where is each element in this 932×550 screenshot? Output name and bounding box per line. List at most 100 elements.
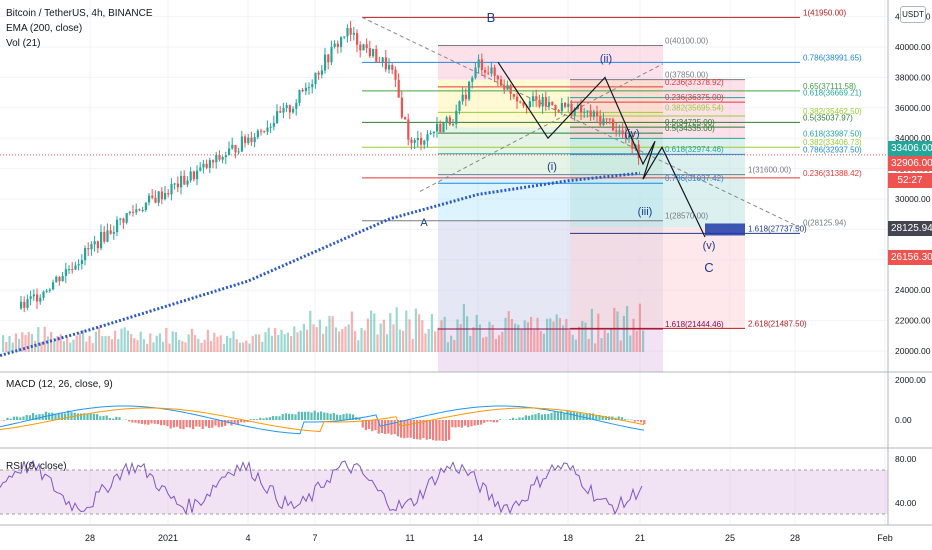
macd-tick-label: 0.00	[895, 415, 912, 425]
volume-bar	[594, 343, 597, 352]
volume-bar	[325, 326, 328, 352]
macd-histogram-bar	[275, 416, 278, 420]
candle-body	[256, 130, 259, 138]
fib-label: 0.236(37378.92)	[665, 78, 724, 87]
volume-bar	[494, 338, 497, 352]
fib-labels: 1(41950.00) 0(40100.00) 0.786(38991.65) 0(3…	[665, 8, 862, 329]
volume-bar	[466, 316, 469, 352]
macd-histogram-bar	[32, 413, 35, 420]
macd-histogram-bar	[102, 416, 105, 420]
volume-bar	[546, 318, 549, 352]
candle-body	[573, 108, 576, 116]
macd-histogram-bar	[339, 414, 342, 420]
macd-histogram-bar	[288, 413, 291, 420]
currency-button[interactable]: USDT	[900, 6, 926, 23]
volume-bar	[414, 308, 417, 352]
volume-bar	[392, 324, 395, 352]
volume-bar	[610, 329, 613, 352]
volume-bar	[322, 333, 325, 352]
volume-bar	[533, 329, 536, 352]
x-tick-label: 28	[790, 533, 800, 543]
macd-histogram-bar	[38, 414, 41, 420]
macd-histogram-bar	[153, 420, 156, 424]
candle-body	[407, 119, 410, 140]
candle-body	[551, 101, 554, 105]
macd-histogram-bar	[329, 413, 332, 420]
candle-body	[128, 211, 131, 214]
volume-bar	[539, 331, 542, 352]
wave-label: (v)	[703, 240, 716, 252]
macd-histogram-bar	[537, 412, 540, 420]
volume-bar	[587, 338, 590, 352]
candle-body	[445, 117, 448, 123]
macd-tick-label: 2000.00	[895, 375, 926, 385]
macd-histogram-bar	[419, 420, 422, 440]
macd-histogram-bar	[393, 420, 396, 435]
candle-body	[532, 96, 535, 102]
fib-label: 0(28125.94)	[803, 218, 846, 227]
volume-bar	[152, 342, 155, 352]
candle-body	[461, 94, 464, 102]
macd-histogram-bar	[268, 417, 271, 420]
candle-body	[400, 97, 403, 118]
candle-body	[599, 116, 602, 125]
volume-bar	[248, 343, 251, 352]
volume-bar	[590, 308, 593, 352]
volume-bar	[107, 335, 110, 352]
candle-body	[330, 46, 333, 63]
volume-bar	[597, 313, 600, 352]
candle-body	[490, 67, 493, 74]
candle-body	[52, 282, 55, 290]
macd-histogram-bar	[620, 417, 623, 420]
ema-legend[interactable]: EMA (200, close)	[6, 23, 83, 34]
macd-histogram-bar	[396, 420, 399, 437]
macd-histogram-bar	[252, 419, 255, 420]
rsi-legend[interactable]: RSI (9, close)	[6, 461, 67, 472]
symbol-legend[interactable]: Bitcoin / TetherUS, 4h, BINANCE	[6, 8, 153, 19]
wave-path	[497, 61, 706, 238]
candle-body	[628, 135, 631, 138]
macd-histogram-bar	[358, 417, 361, 420]
volume-bar	[427, 328, 430, 352]
macd-histogram-bar	[499, 419, 502, 420]
macd-histogram-bar	[227, 420, 230, 424]
candle-body	[100, 231, 103, 249]
macd-legend[interactable]: MACD (12, 26, close, 9)	[6, 379, 113, 390]
volume-bar	[232, 331, 235, 352]
macd-histogram-bar	[16, 416, 19, 420]
volume-bar	[571, 334, 574, 352]
candle-body	[202, 163, 205, 168]
fib-label: 2.618(21487.50)	[748, 319, 807, 328]
macd-histogram-bar	[156, 420, 159, 425]
vol-legend[interactable]: Vol (21)	[6, 38, 41, 49]
macd-histogram-bar	[403, 420, 406, 439]
candle-body	[503, 85, 506, 90]
candle-body	[23, 301, 26, 308]
macd-histogram-bar	[422, 420, 425, 439]
candle-body	[170, 183, 173, 195]
volume-bar	[402, 330, 405, 352]
candle-body	[39, 297, 42, 302]
candle-body	[506, 85, 509, 90]
macd-histogram-bar	[83, 413, 86, 420]
volume-bar	[510, 319, 513, 352]
macd-histogram-bar	[294, 414, 297, 420]
volume-bar	[200, 342, 203, 352]
macd-histogram-bar	[441, 420, 444, 441]
rsi-tick-label: 80.00	[895, 454, 917, 464]
fib-label: 1(31600.00)	[748, 166, 791, 175]
volume-bar	[139, 331, 142, 352]
volume-bar	[600, 337, 603, 352]
candle-body	[560, 102, 563, 112]
macd-histogram-bar	[588, 413, 591, 420]
volume-bar	[616, 311, 619, 352]
volume-bar	[229, 337, 232, 352]
volume-bar	[389, 313, 392, 352]
macd-histogram-bar	[377, 420, 380, 434]
candle-body	[199, 167, 202, 171]
volume-bar	[370, 310, 373, 352]
candle-body	[84, 248, 87, 261]
volume-bar	[440, 320, 443, 352]
wave-label: (ii)	[600, 53, 612, 65]
